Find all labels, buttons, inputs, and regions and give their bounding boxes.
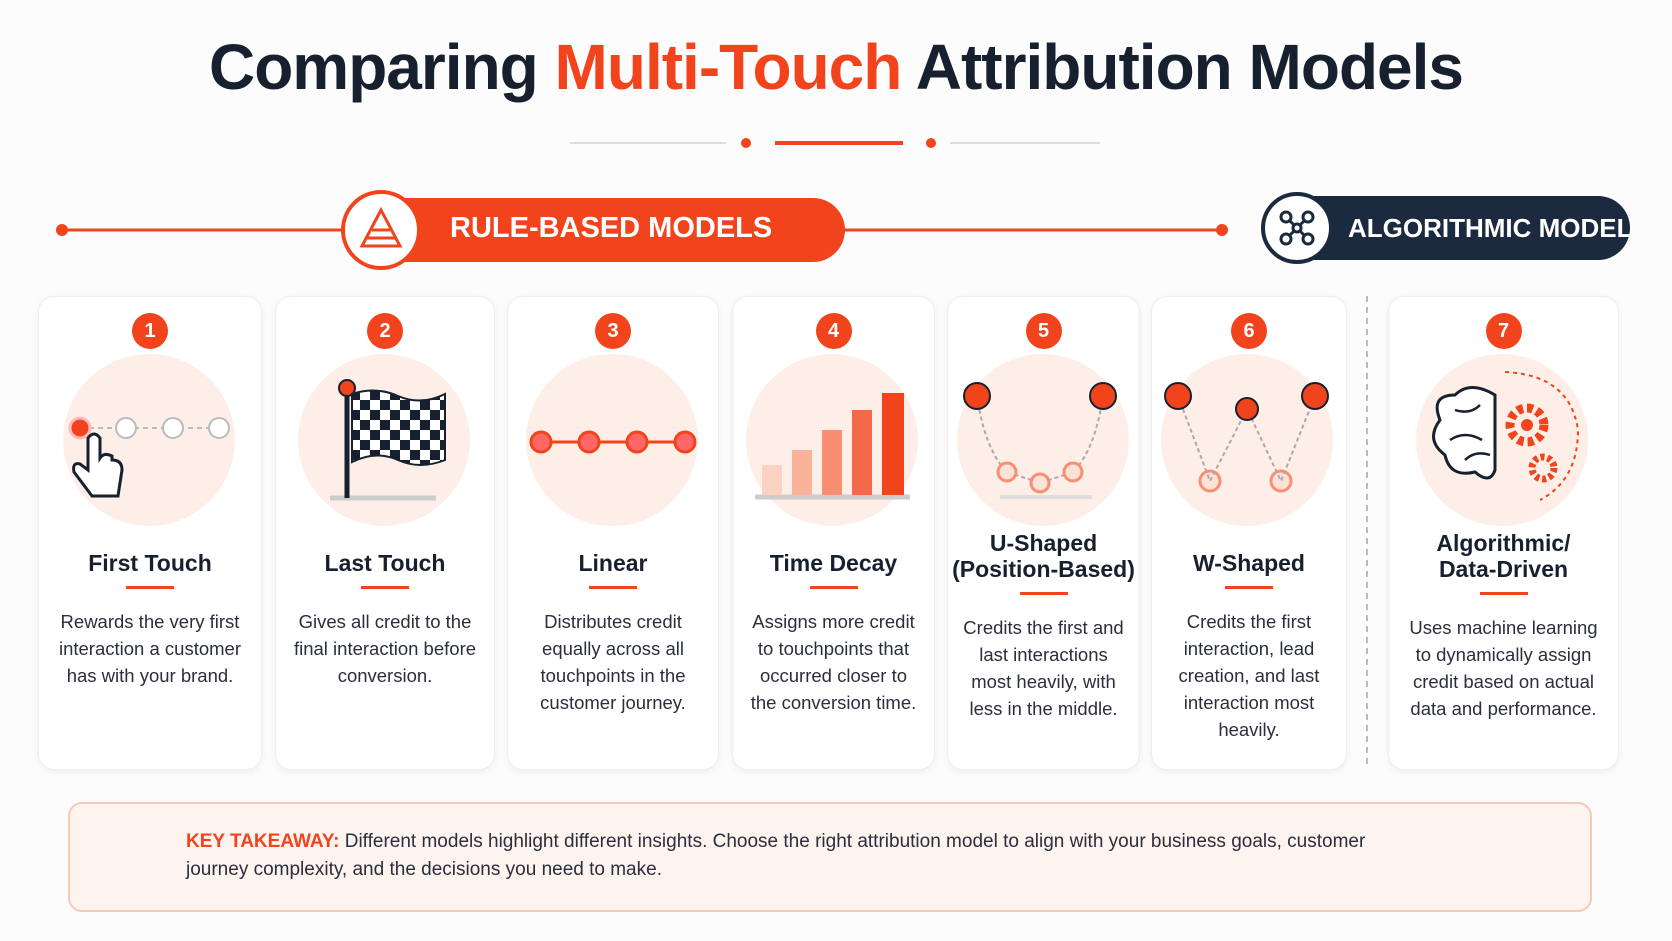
card-number: 5 <box>1025 313 1062 349</box>
card-title-line: Last Touch <box>324 550 446 576</box>
card-description: Credits the first and last interactions … <box>963 617 1124 719</box>
card: 1 First Touch Rewards the very first inter… <box>38 296 262 770</box>
title-highlight: Multi-Touch <box>554 31 903 103</box>
card-title: Linear <box>512 550 714 576</box>
takeaway-box <box>68 802 1592 912</box>
card-title-line: Time Decay <box>769 550 898 576</box>
card-title: Algorithmic/Data-Driven <box>1393 530 1614 582</box>
card-title-line: Algorithmic/ <box>1436 530 1571 556</box>
card-title-line: Linear <box>578 550 648 576</box>
card-title-line: W-Shaped <box>1193 550 1305 576</box>
title-underline <box>589 586 637 589</box>
title-text: Comparing <box>208 31 539 103</box>
title-underline <box>809 586 858 589</box>
card: 2 Last Touch Gives all credit to the final… <box>275 296 495 770</box>
takeaway-label: KEY TAKEAWAY: <box>186 831 340 852</box>
card-title: Last Touch <box>280 550 490 576</box>
title-text: Attribution Models <box>915 31 1464 103</box>
card-number: 3 <box>595 313 631 349</box>
card: 5 U-Shaped (Position-Based) Credits the fir… <box>947 296 1140 770</box>
card: 7 Algorithmic/Data-Driven Uses machine lea… <box>1388 296 1619 770</box>
title: Comparing Multi-Touch Attribution Models <box>0 30 1672 104</box>
card-number: 4 <box>815 313 852 349</box>
card-title-line: Data-Driven <box>1438 556 1569 582</box>
card-description: Distributes credit equally across all to… <box>540 611 686 713</box>
card-title: First Touch <box>43 550 257 576</box>
card-number: 7 <box>1485 313 1522 349</box>
title-underline <box>361 586 409 589</box>
card: 6 W-Shaped Credits the first interaction, … <box>1151 296 1347 770</box>
title-underline <box>126 586 174 589</box>
card-number: 1 <box>132 313 168 349</box>
group-label: RULE-BASED MODELS <box>450 212 773 244</box>
group-label: ALGORITHMIC MODEL <box>1348 213 1633 243</box>
card-title-line: U-Shaped <box>989 530 1098 556</box>
title-underline <box>1479 592 1528 595</box>
title-underline <box>1225 586 1273 589</box>
card: 4 Time Decay Assigns more credit to touchp… <box>732 296 935 770</box>
card-title-line: (Position-Based) <box>952 556 1135 582</box>
card-description: Gives all credit to the final interactio… <box>293 611 477 686</box>
title-underline <box>1019 592 1068 595</box>
card: 3 Linear Distributes credit equally across… <box>507 296 719 770</box>
card-title: U-Shaped (Position-Based) <box>952 530 1135 582</box>
takeaway: KEY TAKEAWAY: Different models highlight… <box>186 828 1376 884</box>
card-description: Rewards the very first interaction a cus… <box>58 611 241 686</box>
card-number: 6 <box>1231 313 1267 349</box>
card-number: 2 <box>367 313 403 349</box>
card-description: Uses machine learning to dynamically ass… <box>1409 617 1598 719</box>
card-description: Credits the first interaction, lead crea… <box>1178 611 1320 740</box>
card-title: W-Shaped <box>1156 550 1342 576</box>
card-description: Assigns more credit to touchpoints that … <box>750 611 917 713</box>
takeaway-text: Different models highlight different ins… <box>186 831 1366 880</box>
card-title: Time Decay <box>737 550 930 576</box>
card-title-line: First Touch <box>88 550 212 576</box>
